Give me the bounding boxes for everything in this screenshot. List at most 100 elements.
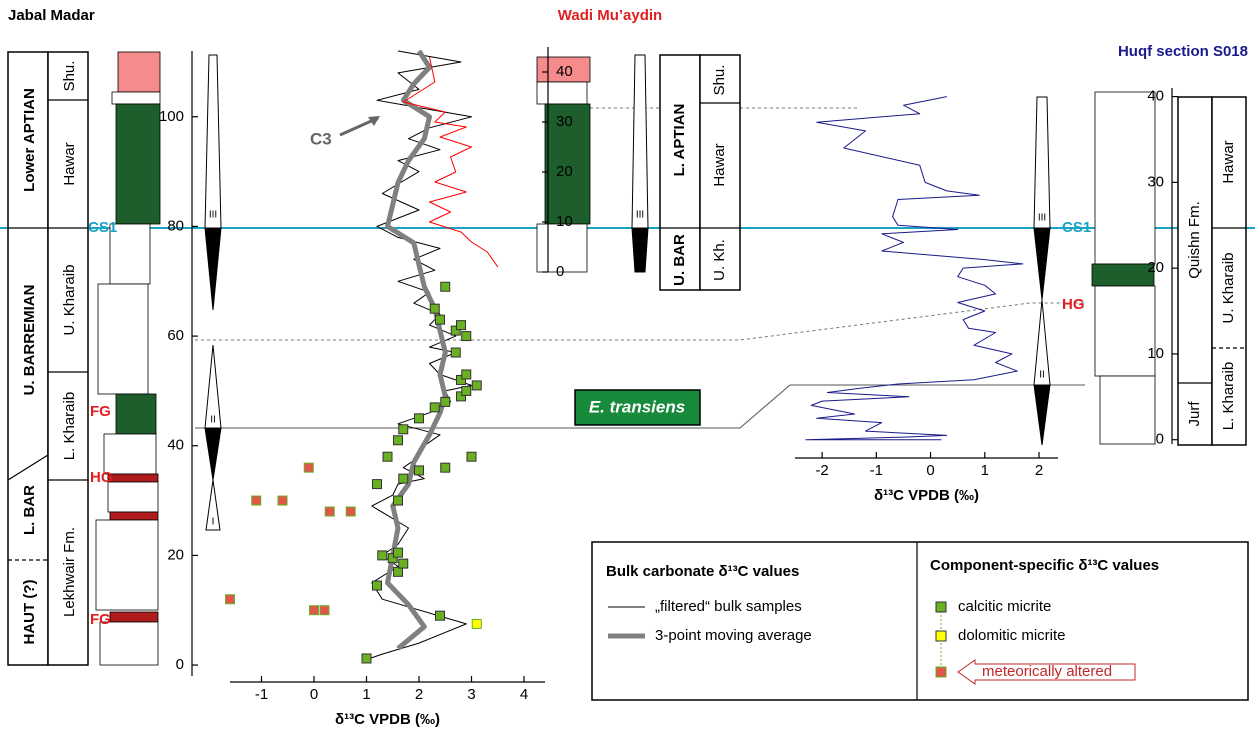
- sequence-label: III: [636, 210, 644, 221]
- data-point: [225, 594, 235, 605]
- hg-label: HG: [90, 469, 113, 486]
- sequence-label: III: [209, 210, 217, 221]
- member-label: L. Kharaib: [1220, 362, 1237, 430]
- data-point: [461, 369, 472, 380]
- c3-arrow: [368, 116, 380, 126]
- data-point: [466, 451, 477, 462]
- cs1-label: CS1: [1062, 219, 1091, 236]
- chart-title: Wadi Mu’aydin: [558, 7, 662, 24]
- stage-label: Lower APTIAN: [21, 88, 38, 192]
- fg-label: FG: [90, 611, 111, 628]
- data-point: [393, 547, 403, 558]
- stage-label: HAUT (?): [21, 580, 38, 645]
- data-point: [429, 303, 440, 314]
- y-tick-label: 10: [556, 213, 573, 230]
- data-point: [440, 462, 451, 473]
- x-tick-label: -1: [255, 686, 268, 703]
- data-line: [805, 96, 1024, 441]
- x-tick-label: 1: [981, 462, 989, 479]
- data-point: [435, 314, 445, 325]
- member-label: Hawar: [1220, 140, 1237, 183]
- member-label: U. Kharaib: [1220, 253, 1237, 324]
- data-point: [456, 391, 466, 402]
- correlation-line: [195, 384, 1085, 429]
- data-point: [382, 451, 393, 462]
- formation-label: Jurf: [1186, 401, 1203, 427]
- data-point: [361, 653, 372, 664]
- data-point: [414, 413, 424, 424]
- data-point: [393, 566, 403, 577]
- taxon-box: [574, 389, 701, 426]
- data-point: [377, 550, 388, 561]
- data-point: [251, 495, 262, 506]
- stage-label: L. BAR: [21, 485, 38, 535]
- chart-title: Huqf section S018: [1118, 43, 1248, 60]
- y-tick-label: 10: [1147, 345, 1164, 362]
- data-point: [387, 553, 398, 564]
- data-point: [461, 331, 472, 342]
- sequence-symbols: [204, 54, 1051, 531]
- x-tick-label: 0: [926, 462, 934, 479]
- sequence-label: II: [210, 415, 216, 426]
- stage-label: U. BARREMIAN: [21, 285, 38, 396]
- chart-title: Jabal Madar: [8, 7, 95, 24]
- formation-label: L. Kharaib: [61, 392, 78, 460]
- formation-label: U. Kharaib: [61, 265, 78, 336]
- sequence-label: I: [212, 517, 215, 528]
- data-point: [398, 424, 409, 435]
- formation-label: U. Kh.: [711, 239, 728, 281]
- y-tick-label: 80: [167, 217, 184, 234]
- data-point: [372, 580, 382, 591]
- strat-columns: [1177, 96, 1247, 446]
- data-line: [402, 56, 499, 268]
- formation-label: Quishn Fm.: [1186, 201, 1203, 279]
- sequence-label: II: [1039, 370, 1045, 381]
- data-point: [456, 374, 466, 385]
- data-point: [440, 396, 451, 407]
- x-tick-label: 3: [467, 686, 475, 703]
- litho-column: [95, 51, 161, 666]
- x-tick-label: 0: [310, 686, 318, 703]
- legend-swatch: [935, 666, 947, 678]
- data-line: [385, 49, 448, 651]
- data-point: [429, 402, 440, 413]
- x-axis-title: δ¹³C VPDB (‰): [874, 487, 979, 504]
- legend-swatch: [935, 601, 947, 613]
- y-tick-label: 0: [1156, 431, 1164, 448]
- y-tick-label: 40: [167, 437, 184, 454]
- formation-label: Shu.: [61, 61, 78, 92]
- legend-title: Component-specific δ¹³C values: [930, 557, 1159, 574]
- legend-label: „filtered“ bulk samples: [655, 598, 802, 615]
- y-tick-label: 20: [556, 163, 573, 180]
- c3-label: C3: [310, 129, 332, 148]
- x-tick-label: 4: [520, 686, 528, 703]
- data-point: [372, 479, 382, 490]
- y-tick-label: 20: [1147, 259, 1164, 276]
- y-tick-label: 30: [1147, 173, 1164, 190]
- data-point: [393, 495, 403, 506]
- y-tick-label: 20: [167, 546, 184, 563]
- data-point: [303, 462, 314, 473]
- data-point: [456, 320, 466, 331]
- x-axis-title: δ¹³C VPDB (‰): [335, 711, 440, 728]
- legend-title: Bulk carbonate δ¹³C values: [606, 563, 799, 580]
- strat-columns: [659, 54, 741, 291]
- correlation-line: [195, 302, 1085, 341]
- x-tick-label: 2: [415, 686, 423, 703]
- y-tick-label: 100: [159, 108, 184, 125]
- data-point: [471, 618, 482, 629]
- legend-label: calcitic micrite: [958, 598, 1051, 615]
- data-point: [345, 506, 356, 517]
- fg-label: FG: [90, 403, 111, 420]
- y-tick-label: 30: [556, 113, 573, 130]
- y-tick-label: 60: [167, 327, 184, 344]
- data-point: [450, 347, 461, 358]
- data-point: [461, 385, 472, 396]
- data-point: [319, 605, 330, 616]
- data-point: [471, 380, 482, 391]
- x-tick-label: -2: [815, 462, 828, 479]
- formation-label: Hawar: [61, 142, 78, 185]
- formation-label: Lekhwair Fm.: [61, 527, 78, 617]
- y-tick-label: 40: [556, 63, 573, 80]
